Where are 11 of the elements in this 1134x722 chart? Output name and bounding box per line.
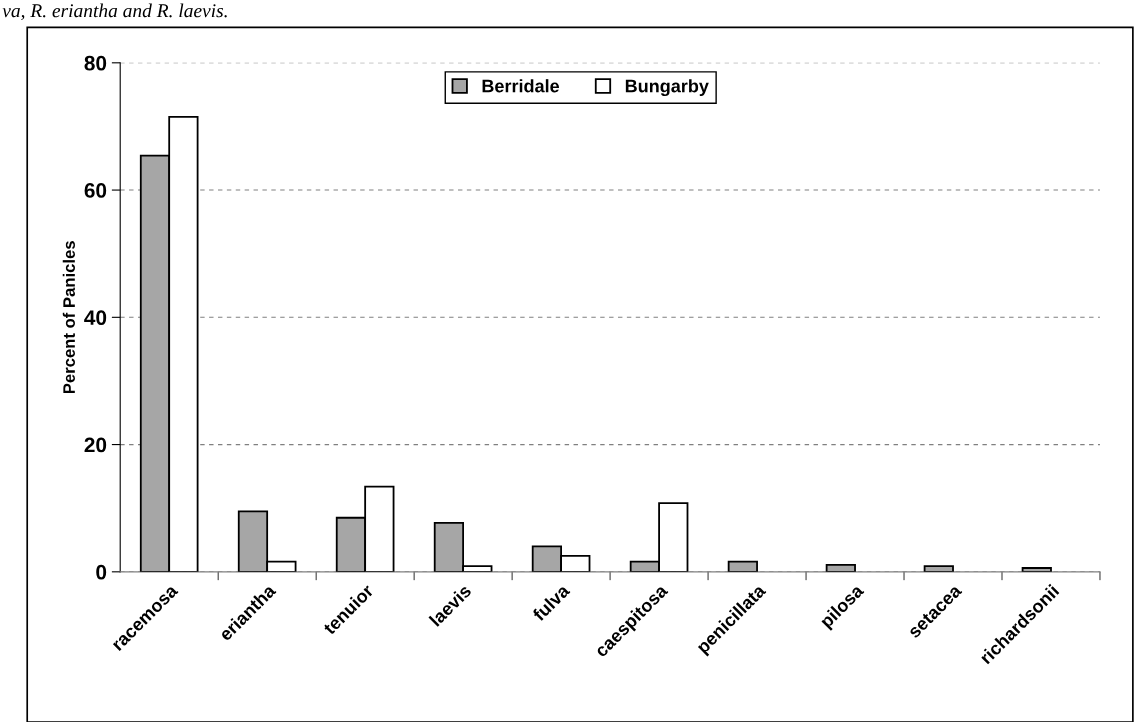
bar — [923, 565, 954, 572]
y-tick-label: 0 — [96, 564, 107, 580]
legend-label: Bungarby — [625, 79, 709, 97]
y-tick-label: 20 — [84, 437, 107, 453]
y-tick-label: 60 — [84, 183, 107, 198]
y-axis-title: Percent of Panicles — [62, 241, 75, 394]
bar — [727, 560, 758, 572]
text: va, R. eriantha and R. laevis. — [2, 3, 227, 21]
y-tick-label: 40 — [84, 310, 107, 326]
y-tick-label: 80 — [84, 55, 107, 71]
legend-label: Berridale — [482, 79, 560, 93]
